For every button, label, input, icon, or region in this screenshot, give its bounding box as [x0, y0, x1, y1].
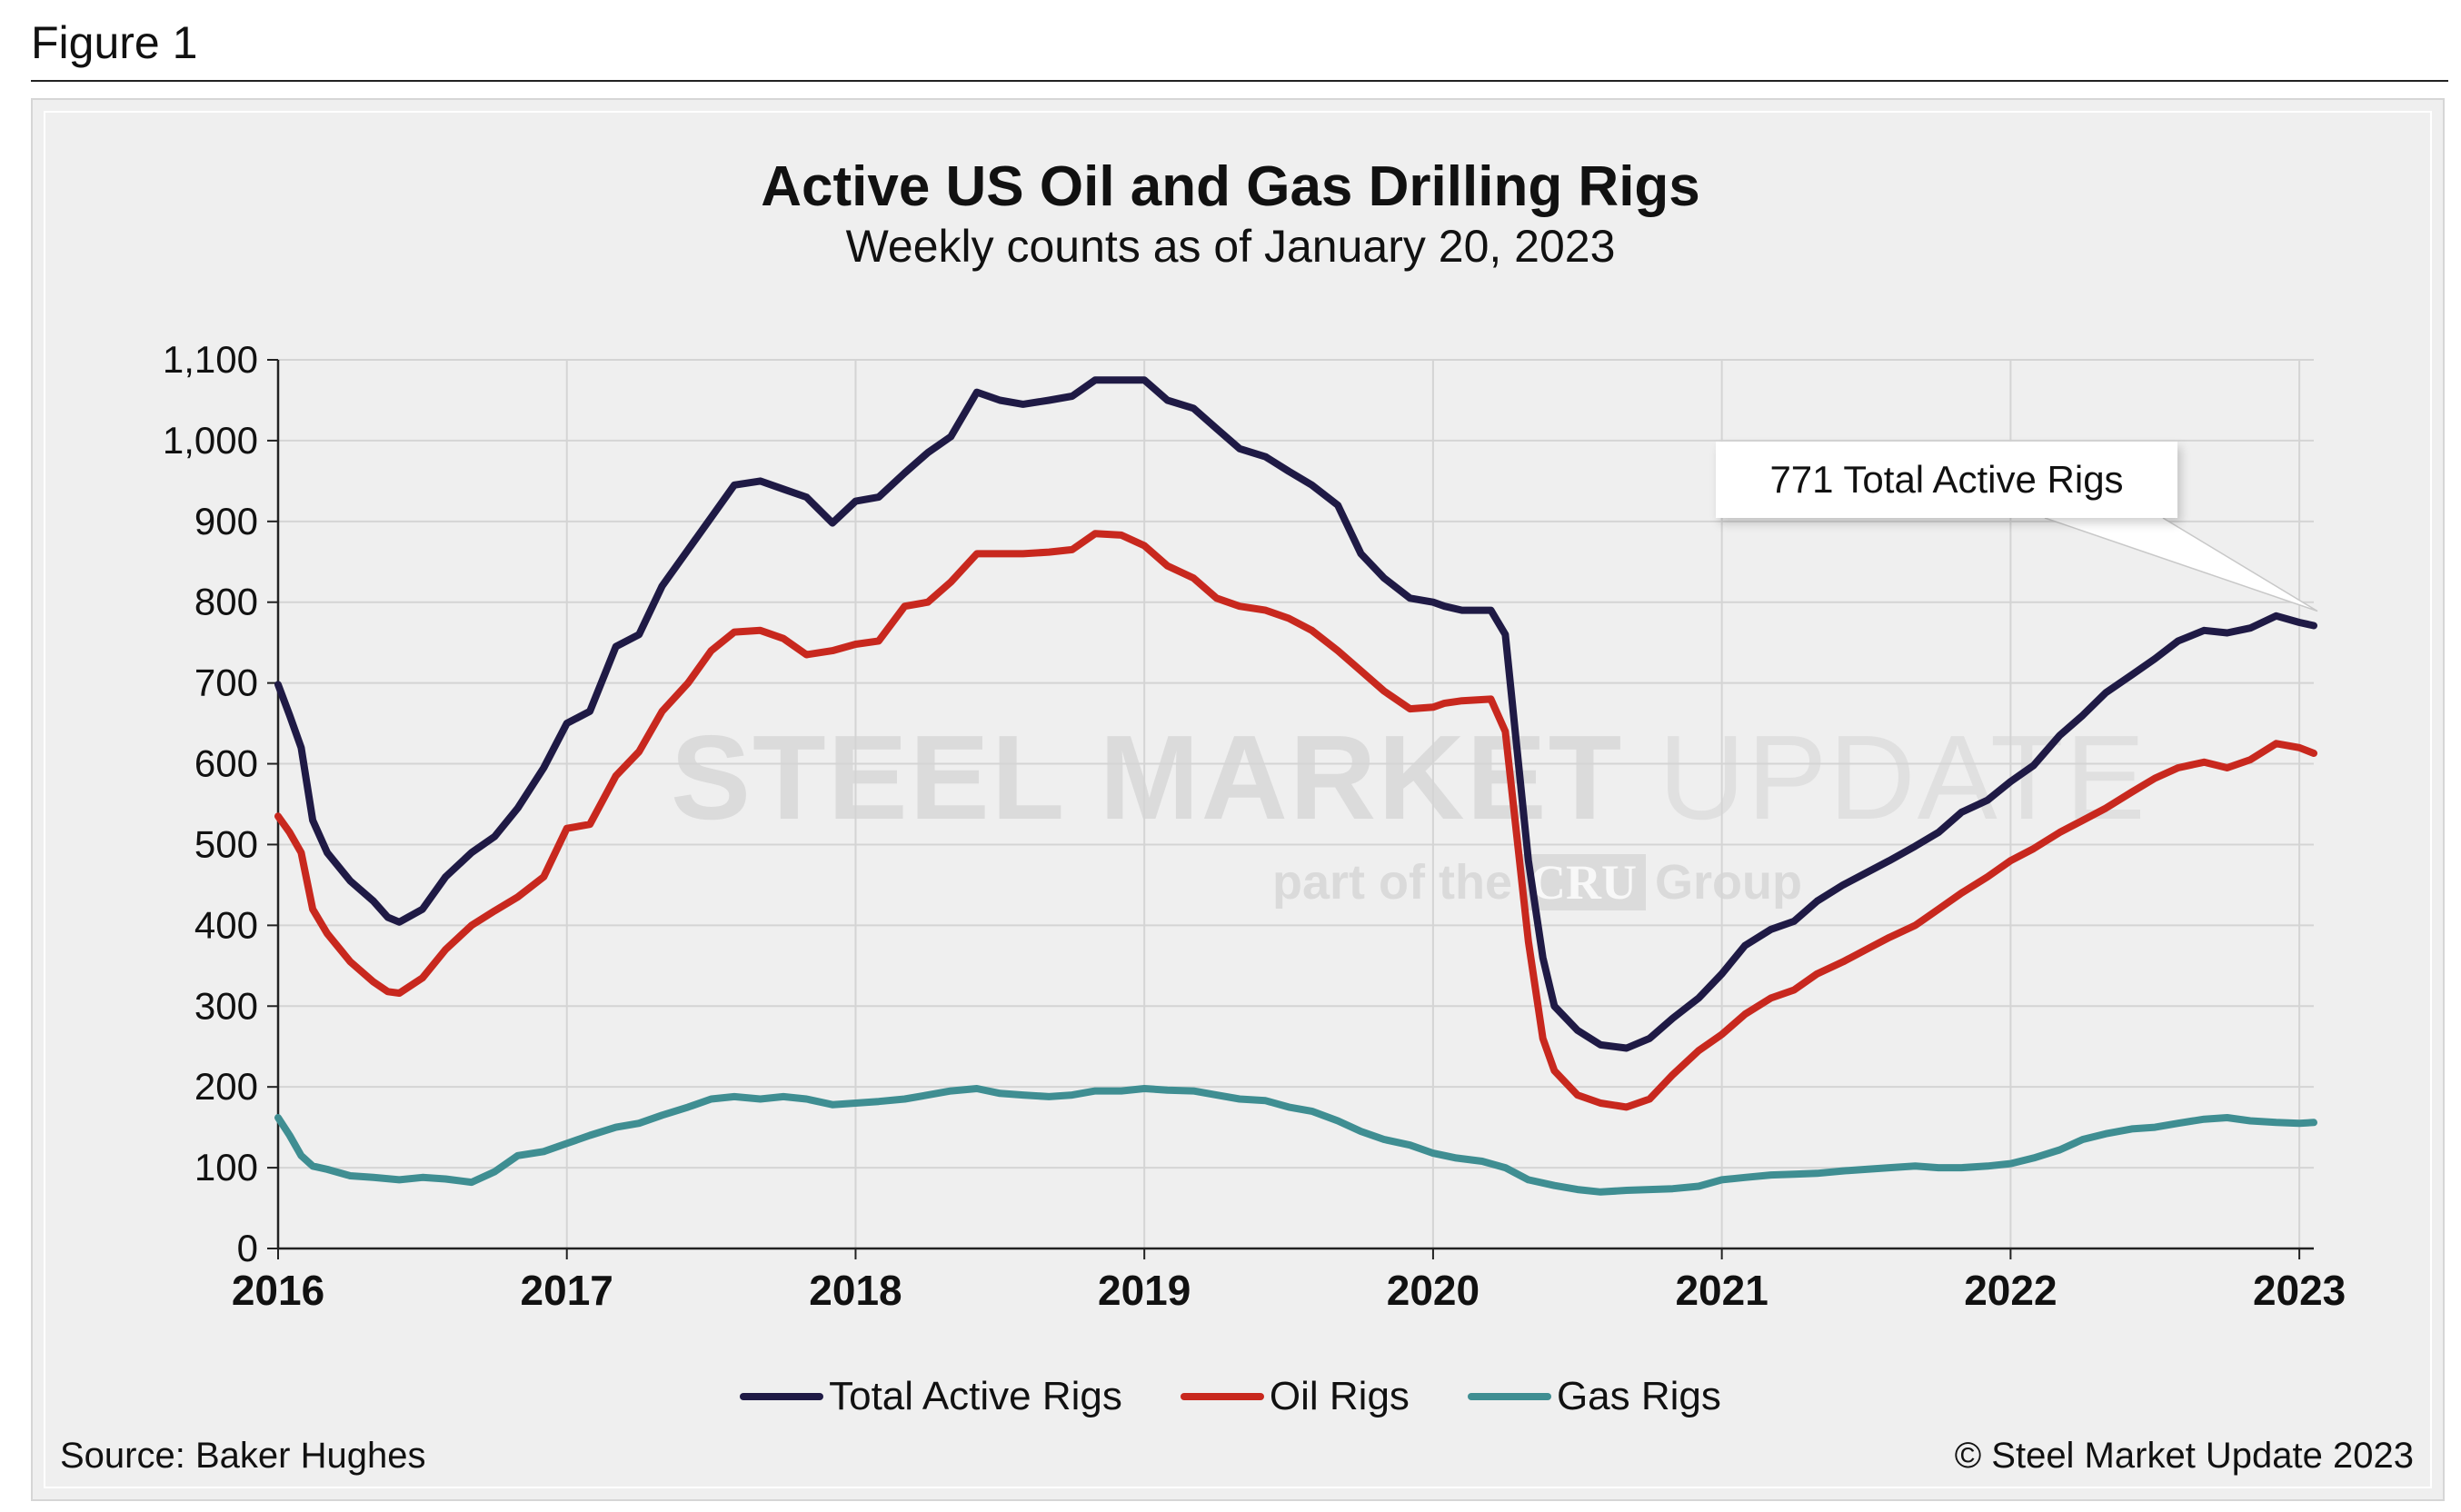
tick-label-x-2018: 2018: [809, 1267, 902, 1314]
tick-label-x-2021: 2021: [1675, 1267, 1768, 1314]
tick-label-x-2017: 2017: [521, 1267, 613, 1314]
watermark-logo: STEEL MARKET UPDATE: [671, 709, 2147, 846]
legend-swatch-total: [740, 1393, 824, 1400]
chart-title: Active US Oil and Gas Drilling Rigs: [761, 155, 1700, 218]
tick-label-y-1000: 1,000: [163, 419, 258, 462]
legend-label-gas: Gas Rigs: [1556, 1374, 1721, 1418]
tick-label-layer: 0 100 200 300 400 500 600 700 800 900 1,000 1,100 20…: [163, 338, 2346, 1314]
tick-label-y-1100: 1,100: [163, 338, 258, 381]
legend: Total Active Rigs Oil Rigs Gas Rigs: [0, 1374, 2461, 1419]
watermark-sub-before: part of the: [1272, 855, 1512, 910]
legend-swatch-oil: [1180, 1393, 1264, 1400]
series-line-total-active-rigs: [274, 376, 2317, 1052]
tick-label-y-900: 900: [194, 500, 258, 542]
source-note: Source: Baker Hughes: [60, 1436, 426, 1476]
chart-panel-inner-border: [44, 111, 2432, 1488]
series-line-oil-rigs: [274, 530, 2317, 1111]
copyright-note: © Steel Market Update 2023: [1954, 1436, 2414, 1476]
legend-item-gas: Gas Rigs: [1467, 1374, 1721, 1419]
tick-label-y-500: 500: [194, 822, 258, 865]
callout-pointer-layer: [2044, 517, 2318, 612]
watermark-sub-after: Group: [1655, 855, 1802, 910]
tick-label-y-100: 100: [194, 1146, 258, 1189]
callout-pointer-edge: [2044, 517, 2318, 612]
legend-item-total: Total Active Rigs: [740, 1374, 1122, 1419]
series-line-gas-rigs: [274, 1085, 2317, 1196]
tick-label-y-300: 300: [194, 984, 258, 1027]
chart-subtitle: Weekly counts as of January 20, 2023: [845, 221, 1616, 272]
tick-label-y-400: 400: [194, 903, 258, 946]
grid-layer: [278, 359, 2314, 1248]
series-layer: [274, 376, 2317, 1196]
tick-label-x-2019: 2019: [1098, 1267, 1191, 1314]
legend-item-oil: Oil Rigs: [1180, 1374, 1410, 1419]
legend-label-total: Total Active Rigs: [829, 1374, 1122, 1418]
watermark-subline: part of the CRU Group: [1272, 854, 1802, 910]
watermark-cru-box: CRU: [1521, 854, 1646, 910]
figure-label: Figure 1: [31, 17, 198, 68]
tick-label-y-800: 800: [194, 581, 258, 623]
tick-label-y-600: 600: [194, 742, 258, 785]
tick-label-x-2016: 2016: [232, 1267, 324, 1314]
tick-label-y-0: 0: [237, 1227, 258, 1269]
tick-label-y-200: 200: [194, 1065, 258, 1108]
figure-rule: [31, 80, 2448, 82]
tick-label-x-2022: 2022: [1964, 1267, 2057, 1314]
tick-label-x-2020: 2020: [1387, 1267, 1480, 1314]
tick-label-x-2023: 2023: [2253, 1267, 2346, 1314]
callout-total-active-rigs: 771 Total Active Rigs: [1716, 442, 2177, 518]
axis-layer: [267, 359, 2314, 1259]
legend-swatch-gas: [1467, 1393, 1551, 1400]
legend-label-oil: Oil Rigs: [1269, 1374, 1410, 1418]
chart-panel: [31, 98, 2445, 1501]
tick-label-y-700: 700: [194, 662, 258, 704]
watermark-word-1: STEEL MARKET: [671, 711, 1624, 844]
